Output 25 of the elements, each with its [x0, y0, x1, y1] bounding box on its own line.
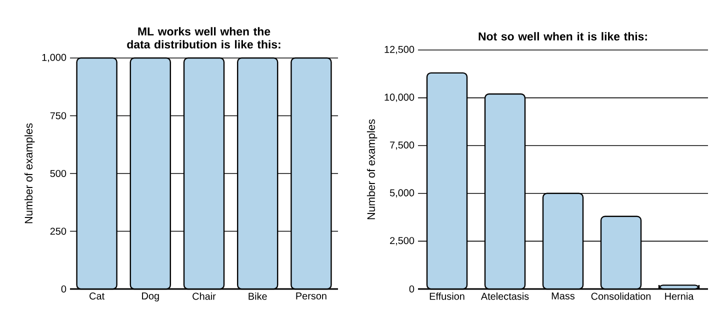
chart-title: Not so well when it is like this:	[478, 32, 647, 40]
x-tick-label: Cat	[90, 292, 104, 300]
x-tick-label: Consolidation	[591, 292, 651, 300]
x-tick-label: Bike	[248, 292, 267, 300]
x-tick-label: Effusion	[430, 292, 464, 300]
chart-title: ML works well when the data distribution is like this:	[127, 27, 280, 48]
x-tick-label: Hernia	[665, 292, 694, 300]
x-tick-label: Mass	[552, 292, 575, 300]
x-tick-label: Person	[296, 292, 326, 300]
y-tick-label: 5,000	[390, 189, 414, 198]
y-tick-label: 500	[50, 170, 66, 178]
y-axis-title: Number of examples	[366, 119, 378, 220]
x-tick-label: Chair	[192, 292, 216, 300]
y-tick-label: 12,500	[384, 46, 414, 54]
y-tick-label: 2,500	[390, 237, 414, 246]
y-axis-title: Number of examples	[24, 123, 35, 224]
x-tick-label: Atelectasis	[480, 292, 529, 300]
y-tick-label: 1,000	[42, 54, 66, 62]
x-tick-label: Dog	[142, 292, 159, 302]
y-tick-label: 0	[409, 285, 414, 293]
y-tick-label: 750	[50, 112, 66, 120]
y-tick-label: 7,500	[390, 141, 414, 150]
y-tick-label: 0	[61, 285, 66, 293]
y-tick-label: 250	[50, 228, 66, 235]
y-tick-label: 10,000	[384, 94, 414, 102]
